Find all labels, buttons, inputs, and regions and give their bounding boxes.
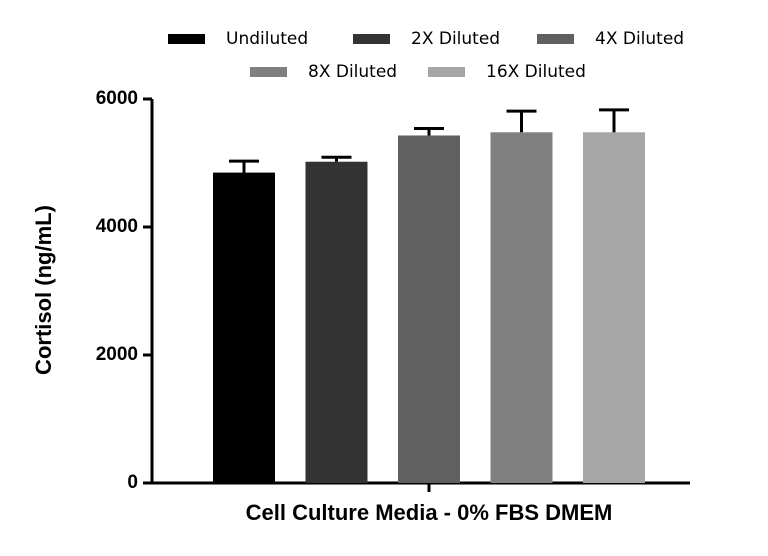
- legend-swatch: [250, 67, 287, 77]
- y-tick-label: 4000: [96, 216, 138, 237]
- legend-label: Undiluted: [226, 29, 308, 49]
- legend-swatch: [428, 67, 465, 77]
- y-tick-label: 0: [127, 472, 138, 493]
- bar: [305, 161, 368, 483]
- legend-label: 8X Diluted: [308, 62, 397, 82]
- legend-label: 16X Diluted: [486, 62, 586, 82]
- legend-swatch: [353, 34, 390, 44]
- bar: [490, 132, 553, 483]
- legend-label: 2X Diluted: [411, 29, 500, 49]
- bar: [213, 172, 275, 483]
- y-tick-label: 6000: [96, 88, 138, 109]
- legend-swatch: [168, 34, 205, 44]
- bar: [583, 132, 645, 483]
- y-axis-label: Cortisol (ng/mL): [31, 205, 56, 375]
- y-tick-label: 2000: [96, 344, 138, 365]
- legend-swatch: [537, 34, 574, 44]
- bar: [398, 135, 460, 484]
- x-tick-label: Cell Culture Media - 0% FBS DMEM: [246, 500, 613, 525]
- legend-label: 4X Diluted: [595, 29, 684, 49]
